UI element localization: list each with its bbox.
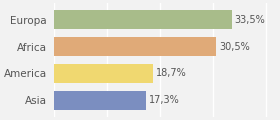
Bar xyxy=(54,91,146,110)
Bar xyxy=(54,10,232,29)
Bar xyxy=(54,37,216,56)
Bar xyxy=(54,64,153,83)
Text: 17,3%: 17,3% xyxy=(149,95,180,105)
Text: 30,5%: 30,5% xyxy=(219,42,249,52)
Text: 33,5%: 33,5% xyxy=(235,15,265,25)
Text: 18,7%: 18,7% xyxy=(157,68,187,78)
